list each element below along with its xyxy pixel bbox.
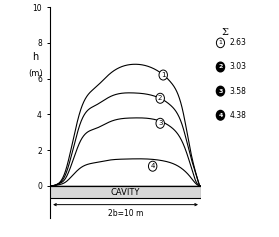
Circle shape xyxy=(217,110,225,120)
Text: 4.38: 4.38 xyxy=(230,111,246,120)
Text: 1: 1 xyxy=(161,72,165,78)
Text: 2: 2 xyxy=(218,64,223,69)
Text: 1: 1 xyxy=(218,40,222,45)
Text: 2.63: 2.63 xyxy=(230,38,246,47)
Circle shape xyxy=(156,93,164,103)
Text: h: h xyxy=(32,52,38,62)
Circle shape xyxy=(148,161,157,171)
Text: 4: 4 xyxy=(150,163,155,169)
Circle shape xyxy=(156,118,164,128)
Circle shape xyxy=(217,86,225,96)
Text: 3: 3 xyxy=(158,120,162,126)
Text: 3.03: 3.03 xyxy=(230,63,247,72)
Text: 4: 4 xyxy=(218,113,223,118)
Circle shape xyxy=(159,70,167,80)
Bar xyxy=(50,186,201,198)
Text: 2: 2 xyxy=(158,95,162,101)
Text: CAVITY: CAVITY xyxy=(111,188,140,197)
Text: 3: 3 xyxy=(218,89,223,94)
Text: Σ: Σ xyxy=(222,28,229,37)
Text: 2b=10 m: 2b=10 m xyxy=(108,209,143,218)
Text: 3.58: 3.58 xyxy=(230,87,246,96)
Circle shape xyxy=(217,62,225,72)
Circle shape xyxy=(217,38,225,48)
Text: (m): (m) xyxy=(28,69,42,78)
